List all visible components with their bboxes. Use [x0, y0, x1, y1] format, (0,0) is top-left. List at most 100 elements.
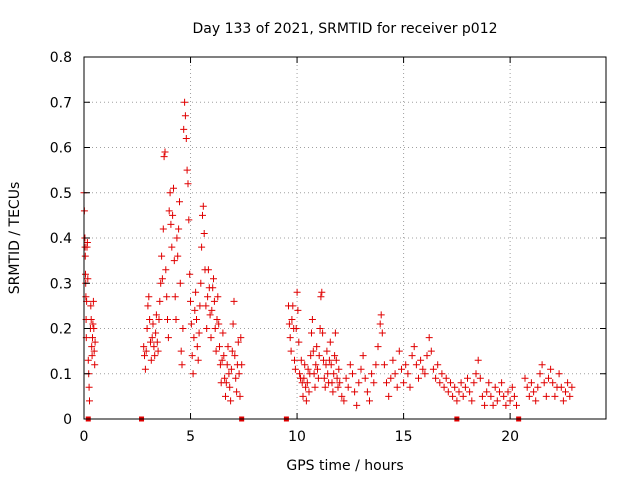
data-point — [534, 383, 542, 391]
data-point — [154, 347, 162, 355]
y-tick-label: 0.1 — [50, 367, 72, 383]
data-point — [317, 293, 325, 301]
data-point — [423, 352, 431, 360]
data-point — [391, 370, 399, 378]
data-point — [324, 370, 332, 378]
data-point — [164, 316, 171, 323]
data-point — [146, 316, 154, 323]
data-point — [466, 388, 474, 396]
data-point — [412, 361, 420, 369]
data-point — [141, 365, 149, 373]
data-point — [230, 297, 238, 305]
data-point — [218, 356, 226, 364]
data-point — [320, 374, 328, 382]
data-point — [221, 374, 229, 382]
data-point — [346, 361, 354, 369]
data-point — [141, 352, 148, 360]
data-point — [176, 198, 183, 206]
data-point — [219, 329, 227, 337]
data-point — [481, 401, 489, 409]
data-point — [84, 356, 92, 364]
data-point — [370, 379, 378, 387]
data-point — [169, 211, 177, 219]
data-point — [212, 347, 220, 355]
data-point — [152, 311, 160, 319]
data-point — [299, 392, 307, 400]
data-point — [530, 388, 538, 396]
data-point — [491, 383, 499, 391]
data-point — [330, 370, 338, 378]
data-point — [340, 397, 348, 405]
data-point — [85, 383, 93, 391]
data-point — [174, 252, 182, 260]
data-point — [295, 338, 303, 346]
x-tick-label: 5 — [186, 429, 195, 445]
data-point — [227, 397, 235, 405]
data-point — [288, 316, 296, 323]
data-point — [453, 397, 461, 405]
data-point — [187, 297, 194, 305]
data-point — [178, 361, 186, 369]
data-point — [302, 383, 310, 391]
data-point — [425, 334, 433, 342]
data-point — [547, 365, 555, 373]
data-point — [476, 374, 484, 382]
data-point — [504, 388, 512, 396]
data-point — [319, 329, 327, 337]
data-point — [368, 370, 376, 378]
data-point — [496, 388, 503, 396]
data-point — [355, 379, 363, 387]
data-point — [523, 383, 531, 391]
data-point — [87, 302, 95, 310]
y-tick-label: 0.2 — [50, 322, 72, 338]
data-point — [204, 266, 212, 274]
data-point — [316, 325, 324, 332]
y-tick-label: 0.5 — [50, 186, 72, 202]
data-point — [318, 288, 326, 296]
data-point — [200, 230, 208, 237]
data-point — [406, 383, 414, 391]
data-point — [213, 316, 221, 323]
data-point — [234, 338, 242, 346]
data-point — [359, 352, 367, 360]
data-point — [508, 383, 516, 391]
data-point — [220, 352, 228, 360]
data-point — [158, 252, 166, 260]
data-point — [459, 392, 467, 400]
x-tick-label: 15 — [395, 429, 413, 445]
data-point — [84, 275, 92, 283]
data-point — [387, 374, 395, 382]
data-point — [87, 316, 95, 323]
data-point — [510, 392, 518, 400]
data-point — [389, 356, 397, 364]
data-point — [421, 370, 429, 378]
data-point — [159, 225, 167, 233]
data-point — [540, 379, 548, 387]
data-point — [294, 306, 302, 314]
data-point — [398, 365, 405, 373]
data-point — [383, 379, 390, 387]
data-point — [385, 392, 393, 400]
data-point — [180, 125, 188, 133]
data-point — [404, 370, 412, 378]
grid-lines — [84, 57, 606, 419]
data-point — [160, 153, 168, 161]
data-point — [334, 383, 342, 391]
data-point — [327, 361, 335, 369]
data-point — [402, 361, 410, 369]
data-point — [193, 343, 201, 351]
x-tick-label: 20 — [501, 429, 519, 445]
data-point — [202, 302, 210, 310]
data-point — [331, 329, 339, 337]
data-point — [228, 347, 236, 355]
data-point — [307, 352, 315, 360]
data-point — [194, 356, 202, 364]
data-point — [378, 329, 386, 337]
data-point — [513, 401, 520, 409]
data-point — [335, 365, 343, 373]
data-point — [296, 370, 304, 378]
data-point — [140, 343, 148, 351]
data-point — [171, 293, 179, 301]
data-point — [89, 297, 97, 305]
